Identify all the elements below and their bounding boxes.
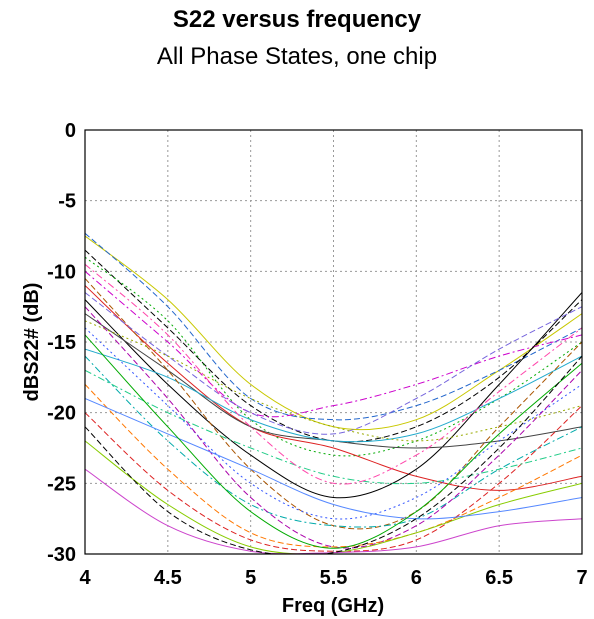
series-line [85,270,582,418]
series-line [85,327,582,520]
chart-title: S22 versus frequency [172,6,422,33]
y-tick-label: -5 [58,191,76,213]
series-line [85,292,582,499]
y-tick-label: -15 [47,332,76,354]
series-line [85,348,582,443]
x-axis-label: Freq (GHz) [282,595,384,617]
y-tick-label: -20 [47,403,76,425]
series-line [85,278,582,530]
y-tick-label: -25 [47,473,76,495]
x-tick-label: 6 [411,567,422,589]
x-tick-labels: 4 4.5 5 5.5 6 6.5 7 [79,567,587,589]
series-line [85,355,582,554]
chart-subtitle: All Phase States, one chip [156,43,438,70]
x-tick-label: 5.5 [320,567,348,589]
y-tick-label: 0 [65,120,76,142]
y-tick-labels: 0 -5 -10 -15 -20 -25 -30 [47,120,76,566]
x-tick-label: 7 [576,567,587,589]
series-line [85,384,582,548]
series-line [85,285,582,491]
series-line [85,292,582,435]
series-line [85,405,582,552]
series-line [85,232,582,421]
x-tick-label: 5 [245,567,256,589]
y-tick-label: -30 [47,544,76,566]
y-axis-label: dBS22# (dB) [21,283,43,402]
x-tick-label: 6.5 [485,567,513,589]
series-line [85,398,582,520]
x-tick-label: 4.5 [154,567,182,589]
series-line [85,334,582,549]
series-group [85,232,582,554]
series-line [85,369,582,485]
plot-frame [84,129,583,555]
y-tick-label: -10 [47,261,76,283]
series-line [85,263,582,485]
x-tick-label: 4 [79,567,91,589]
series-line [85,320,582,442]
